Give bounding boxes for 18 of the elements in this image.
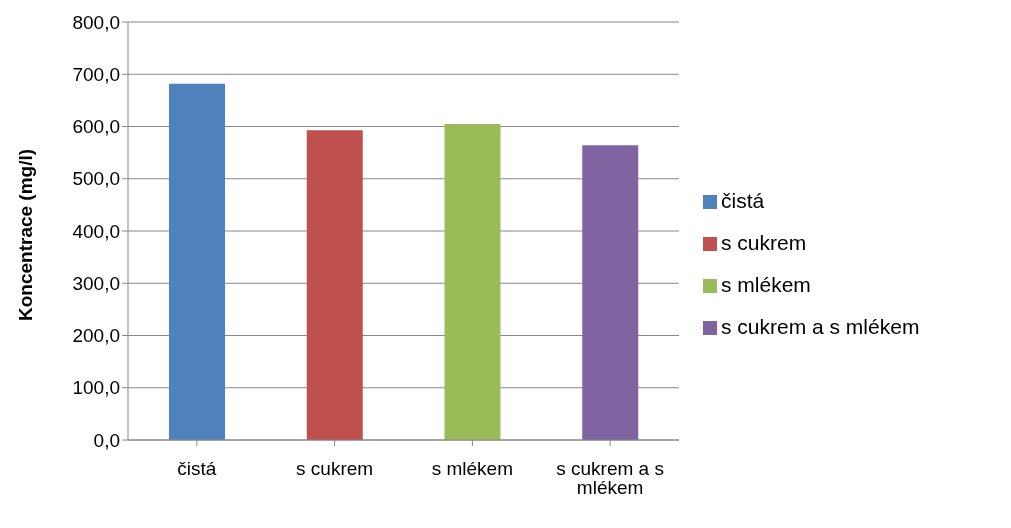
y-tick-label: 100,0 <box>72 377 120 399</box>
y-tick-label: 800,0 <box>72 11 120 33</box>
y-tick-label: 500,0 <box>72 168 120 190</box>
y-tick-label: 200,0 <box>72 325 120 347</box>
x-tick-label: čistá <box>177 458 217 480</box>
y-tick-label: 400,0 <box>72 220 120 242</box>
x-tick-label: s cukrem a s mlékem <box>556 458 664 499</box>
y-tick-label: 600,0 <box>72 116 120 138</box>
y-axis-title: Koncentrace (mg/l) <box>14 148 36 321</box>
x-tick-label: s cukrem <box>296 458 374 480</box>
y-tick-label: 300,0 <box>72 272 120 294</box>
legend-label: s cukrem a s mlékem <box>721 315 920 338</box>
legend-label: s mlékem <box>721 273 811 296</box>
legend-label: čistá <box>721 189 765 212</box>
y-tick-label: 0,0 <box>93 429 120 451</box>
legend-label: s cukrem <box>721 231 807 254</box>
x-tick-label: s mlékem <box>431 458 514 480</box>
y-tick-label: 700,0 <box>72 64 120 85</box>
